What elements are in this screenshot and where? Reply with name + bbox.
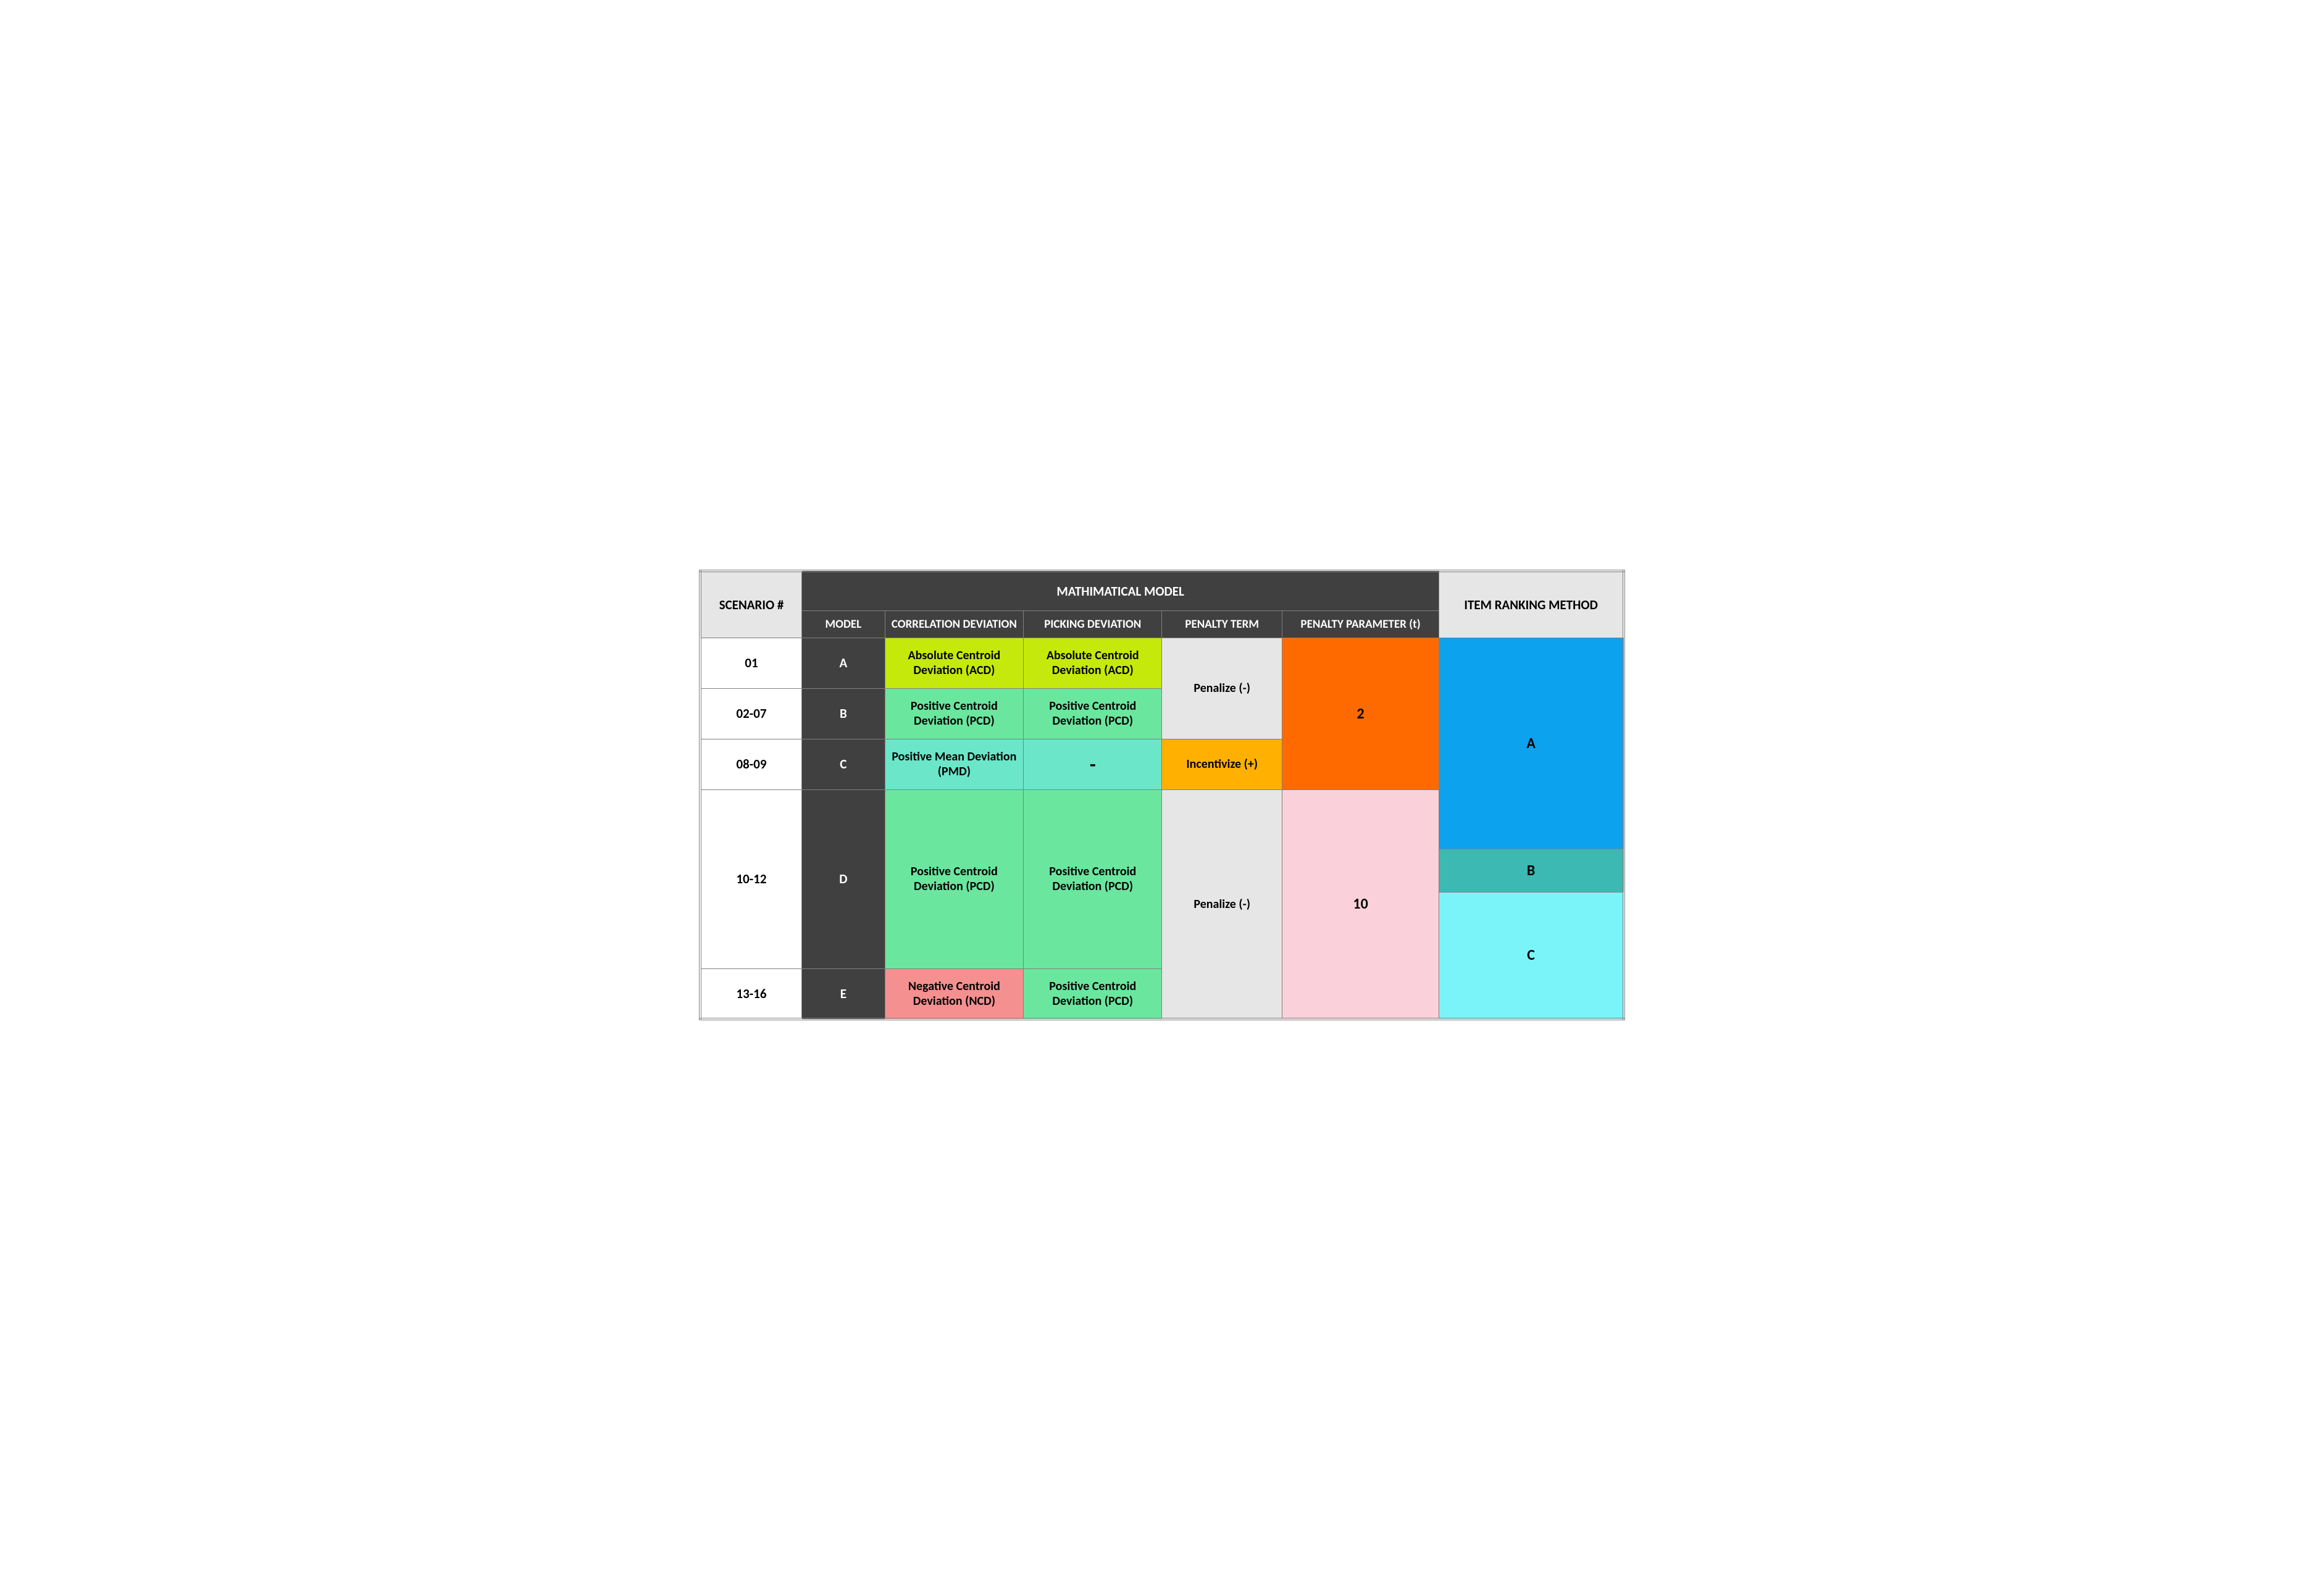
header-penalty-term: PENALTY TERM: [1162, 610, 1282, 638]
penalty-incentivize: Incentivize (+): [1162, 739, 1282, 789]
header-model: MODEL: [802, 610, 885, 638]
corr-13-16: Negative Centroid Deviation (NCD): [885, 968, 1023, 1019]
pick-01: Absolute Centroid Deviation (ACD): [1024, 638, 1162, 688]
penalty-penalize-2: Penalize (-): [1162, 789, 1282, 1019]
header-math-model: MATHIMATICAL MODEL: [802, 571, 1439, 611]
scenario-02-07: 02-07: [700, 688, 802, 739]
model-E: E: [802, 968, 885, 1019]
row-01: 01 A Absolute Centroid Deviation (ACD) A…: [700, 638, 1624, 688]
model-B: B: [802, 688, 885, 739]
model-A: A: [802, 638, 885, 688]
scenario-01: 01: [700, 638, 802, 688]
pick-10-12: Positive Centroid Deviation (PCD): [1024, 789, 1162, 968]
model-C: C: [802, 739, 885, 789]
model-D: D: [802, 789, 885, 968]
penalty-penalize-1: Penalize (-): [1162, 638, 1282, 739]
pick-08-09: -: [1024, 739, 1162, 789]
penalty-param-2: 2: [1282, 638, 1439, 789]
scenario-table: SCENARIO # MATHIMATICAL MODEL ITEM RANKI…: [699, 570, 1625, 1021]
ranking-C: C: [1439, 892, 1624, 1019]
scenario-08-09: 08-09: [700, 739, 802, 789]
corr-01: Absolute Centroid Deviation (ACD): [885, 638, 1023, 688]
scenario-10-12: 10-12: [700, 789, 802, 968]
header-pick: PICKING DEVIATION: [1024, 610, 1162, 638]
ranking-B: B: [1439, 849, 1624, 892]
scenario-13-16: 13-16: [700, 968, 802, 1019]
header-corr: CORRELATION DEVIATION: [885, 610, 1023, 638]
pick-13-16: Positive Centroid Deviation (PCD): [1024, 968, 1162, 1019]
penalty-param-10: 10: [1282, 789, 1439, 1019]
header-scenario: SCENARIO #: [700, 571, 802, 638]
corr-08-09: Positive Mean Deviation (PMD): [885, 739, 1023, 789]
corr-10-12: Positive Centroid Deviation (PCD): [885, 789, 1023, 968]
header-ranking: ITEM RANKING METHOD: [1439, 571, 1624, 638]
ranking-A: A: [1439, 638, 1624, 849]
corr-02-07: Positive Centroid Deviation (PCD): [885, 688, 1023, 739]
pick-02-07: Positive Centroid Deviation (PCD): [1024, 688, 1162, 739]
header-penalty-param: PENALTY PARAMETER (t): [1282, 610, 1439, 638]
